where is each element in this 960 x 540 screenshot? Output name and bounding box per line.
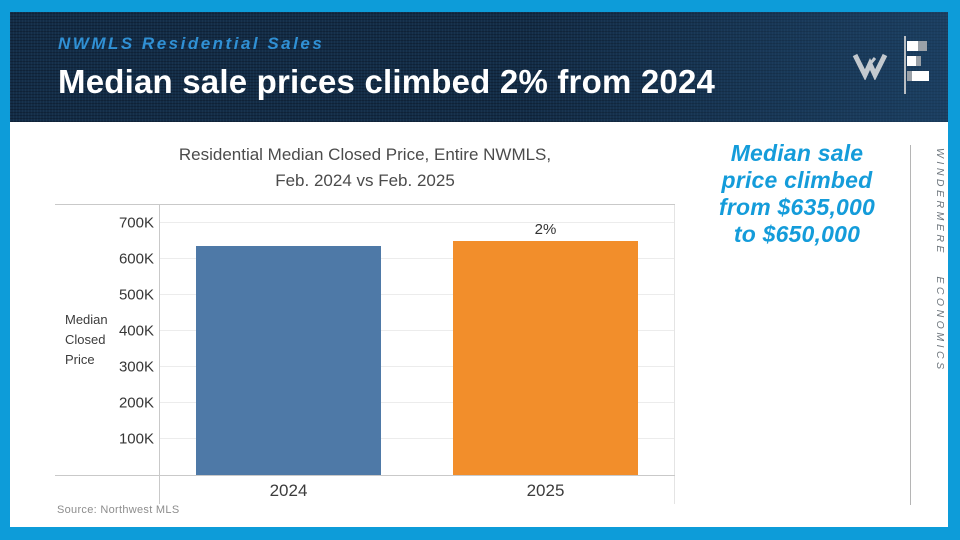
brand-vertical-text: WINDERMERE ECONOMICS <box>934 148 946 373</box>
x-axis-label: 2025 <box>526 481 565 500</box>
callout-text: Median sale price climbed from $635,000 … <box>678 140 916 249</box>
gridline <box>160 438 674 439</box>
x-axis-labels: 2024 2025 <box>159 476 675 504</box>
slide-body: Residential Median Closed Price, Entire … <box>10 122 948 527</box>
gridline <box>160 330 674 331</box>
gridline <box>160 258 674 259</box>
callout-line: Median sale <box>730 140 864 166</box>
x-axis-row: 2024 2025 <box>55 476 675 504</box>
logo-group <box>852 12 932 122</box>
gridline <box>160 402 674 403</box>
plot-row: Median Closed Price 700K 600K 500K 400K 300K… <box>55 204 675 476</box>
bar-2024 <box>195 246 382 475</box>
y-axis-ticks: 700K 600K 500K 400K 300K 200K 100K <box>117 205 159 475</box>
y-tick-label: 200K <box>118 394 154 412</box>
plot-pane: 2% <box>159 205 675 475</box>
bar-slot: 2% <box>417 205 674 475</box>
vertical-divider <box>910 145 911 505</box>
y-axis-title: Median Closed Price <box>55 205 117 475</box>
chart-title: Residential Median Closed Price, Entire … <box>55 142 675 193</box>
bar-value-label: 2% <box>534 221 557 238</box>
x-axis-label: 2024 <box>269 481 308 500</box>
callout-line: from $635,000 <box>718 194 876 221</box>
bar-chart: Residential Median Closed Price, Entire … <box>55 142 675 504</box>
source-note: Source: Northwest MLS <box>57 504 180 516</box>
chart-title-line-1: Residential Median Closed Price, Entire … <box>178 145 552 164</box>
y-axis-title-line: Median <box>65 311 108 327</box>
gridline <box>160 294 674 295</box>
gridline <box>160 366 674 367</box>
callout-line: to $650,000 <box>733 221 861 248</box>
y-axis-title-line: Closed <box>65 331 106 347</box>
gridline <box>160 222 674 223</box>
economics-bar-chart-icon <box>904 35 932 99</box>
header-eyebrow: NWMLS Residential Sales <box>58 33 325 53</box>
y-tick-label: 100K <box>118 430 154 448</box>
callout-line: price climbed <box>721 167 873 194</box>
bar-slot <box>160 205 417 475</box>
y-tick-label: 700K <box>118 214 154 232</box>
slide-header: NWMLS Residential Sales Median sale pric… <box>10 12 948 122</box>
y-tick-label: 600K <box>118 250 154 268</box>
y-tick-label: 500K <box>118 286 154 304</box>
chart-title-line-2: Feb. 2024 vs Feb. 2025 <box>275 170 455 190</box>
y-tick-label: 300K <box>118 358 154 376</box>
page-title: Median sale prices climbed 2% from 2024 <box>58 62 716 100</box>
windermere-w-logo-icon <box>852 50 888 85</box>
y-axis-title-line: Price <box>65 352 95 368</box>
y-tick-label: 400K <box>118 322 154 340</box>
bar-2025 <box>452 241 639 475</box>
